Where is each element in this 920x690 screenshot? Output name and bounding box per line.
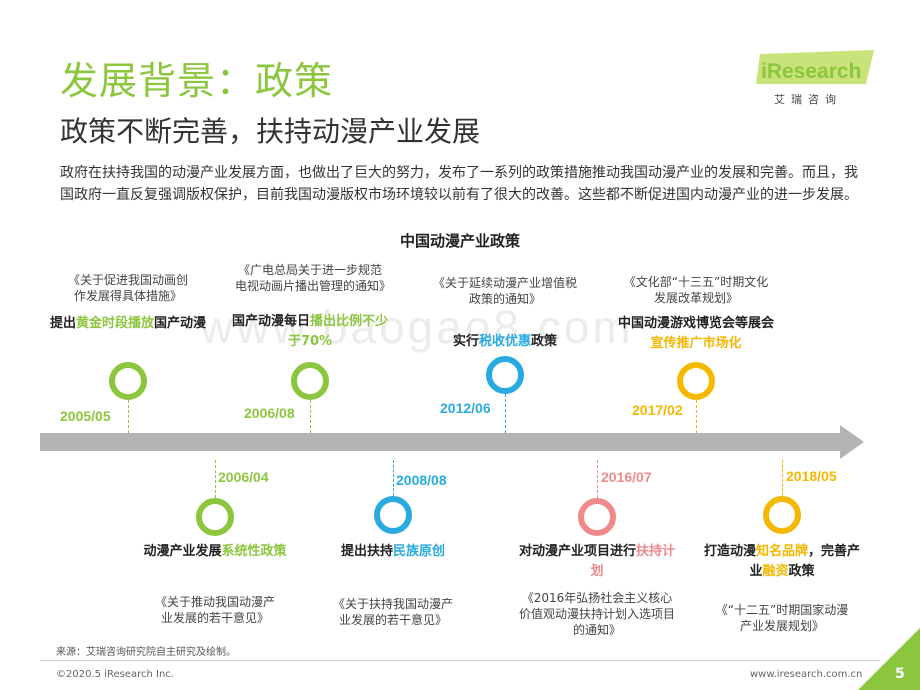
timeline-date: 2018/05 [786,468,837,484]
timeline-arrow [40,425,864,459]
timeline-node-icon [196,498,234,536]
policy-document-title: 《“十二五”时期国家动漫产业发展规划》 [715,603,849,633]
policy-action-part: ，完善产业 [749,544,861,579]
policy-document-title: 《关于促进我国动画创作发展得具体措施》 [67,273,188,303]
policy-action: 国产动漫每日播出比例不少于70% [230,312,390,352]
policy-action: 提出扶持民族原创 [313,542,473,562]
policy-action: 中国动漫游戏博览会等展会宣传推广市场化 [616,314,776,354]
timeline-connector [215,460,216,498]
policy-action-part: 比例不少于70% [287,314,389,349]
footer-url: www.iresearch.com.cn [750,669,863,680]
logo-banner-icon [756,50,874,84]
policy-action-part: 民族原创 [393,544,446,559]
policy-action-part: 播出 [309,314,336,329]
timeline-connector [782,460,783,496]
policy-action-part: 政策 [788,564,815,579]
watermark: www.baogao8.com [200,301,634,353]
timeline-connector [505,394,506,433]
timeline-node-icon [291,362,329,400]
policy-action-part: 国产动漫每日 [231,314,310,329]
intro-paragraph: 政府在扶持我国的动漫产业发展方面，也做出了巨大的努力，发布了一系列的政策措施推动… [60,165,858,203]
copyright: ©2020.5 iResearch Inc. [56,669,174,680]
footer-divider [40,660,880,661]
policy-action-part: 政策 [531,334,558,349]
timeline-connector [696,400,697,433]
timeline-node-icon [486,356,524,394]
policy-action-part: 中国动漫游戏博览会等展会 [617,316,774,331]
timeline-date: 2012/06 [440,400,491,416]
policy-document-title: 《关于推动我国动漫产业发展的若干意见》 [154,595,275,625]
timeline-date: 2006/04 [218,469,269,485]
timeline-connector [597,460,598,498]
policy-action: 打造动漫知名品牌，完善产业融资政策 [702,542,862,582]
page-title: 发展背景：政策 [60,59,334,103]
timeline-connector [310,400,311,433]
policy-action: 实行税收优惠政策 [425,332,585,352]
source-note: 来源：艾瑞咨询研究院自主研究及绘制。 [56,647,236,658]
policy-action-part: 提出扶持 [340,544,393,559]
timeline-node-icon [763,496,801,534]
policy-action: 提出黄金时段播放国产动漫 [48,314,208,334]
logo-cn-text: 艾瑞咨询 [774,93,842,106]
timeline-date: 2006/08 [244,405,295,421]
policy-action: 动漫产业发展系统性政策 [135,542,295,562]
timeline-node-icon [677,362,715,400]
policy-document-title: 《关于延续动漫产业增值税政策的通知》 [432,276,577,306]
policy-document-title: 《关于扶持我国动漫产业发展的若干意见》 [332,597,453,627]
logo: iResearch [761,60,862,83]
policy-action: 对动漫产业项目进行扶持计划 [517,542,677,582]
timeline-connector [393,460,394,496]
policy-action-part: 宣传推广市场化 [650,336,742,351]
policy-action-part: 对动漫产业项目进行 [518,544,636,559]
timeline-node-icon [374,496,412,534]
policy-action-part: 播放 [128,316,155,331]
policy-action-part: 系统性政策 [221,544,287,559]
policy-document-title: 《广电总局关于进一步规范电视动画片播出管理的通知》 [235,263,392,293]
timeline-node-icon [578,498,616,536]
policy-action-part: 黄金时段 [75,316,128,331]
policy-document-title: 《2016年弘扬社会主义核心价值观动漫扶持计划入选项目的通知》 [518,591,675,637]
policy-document-title: 《文化部“十三五”时期文化发展改革规划》 [623,275,769,305]
policy-action-part: 国产动漫 [154,316,207,331]
timeline-connector [128,400,129,433]
timeline-date: 2008/08 [396,472,447,488]
policy-action-part: 融资 [762,564,789,579]
timeline-date: 2016/07 [601,469,652,485]
timeline-date: 2005/05 [60,408,111,424]
chart-title: 中国动漫产业政策 [399,232,520,250]
policy-action-part: 打造动漫 [703,544,756,559]
page-number: 5 [895,666,905,682]
policy-action-part: 动漫产业发展 [143,544,222,559]
timeline-date: 2017/02 [632,402,683,418]
policy-action-part: 知名品牌 [755,544,808,559]
page-subtitle: 政策不断完善，扶持动漫产业发展 [60,115,481,148]
corner-decoration-icon [858,628,920,690]
policy-action-part: 扶持计划 [590,544,676,579]
policy-action-part: 实行 [452,334,479,349]
policy-action-part: 提出 [49,316,76,331]
policy-action-part: 税收优惠 [478,334,531,349]
timeline-node-icon [109,362,147,400]
